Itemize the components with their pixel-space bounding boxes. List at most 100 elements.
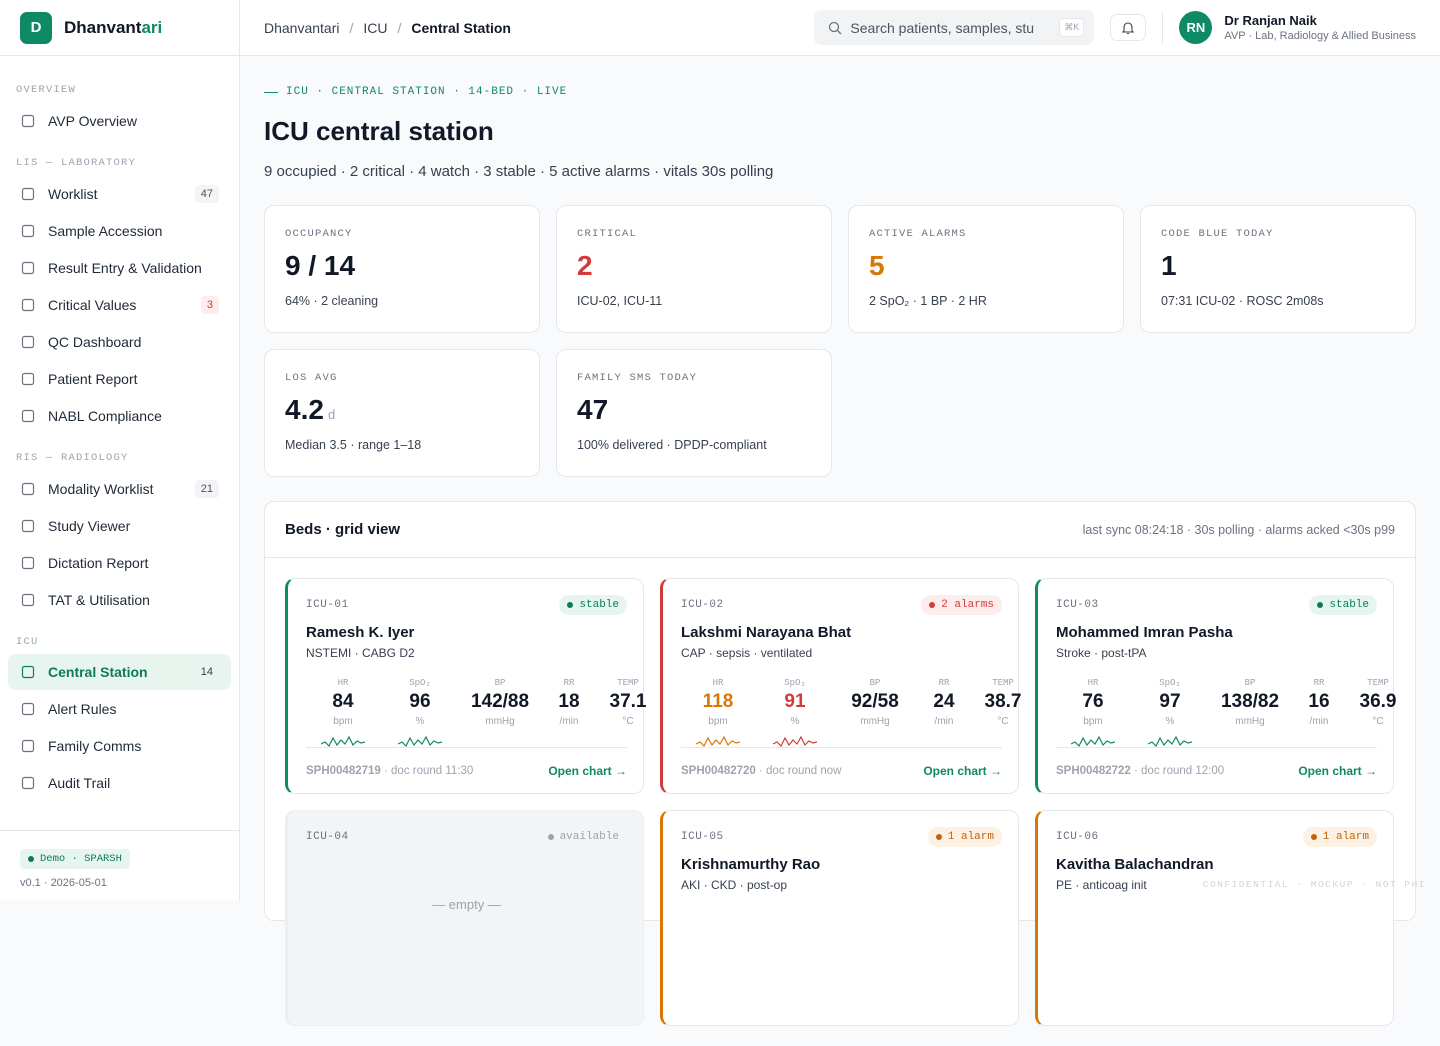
vital-label: HR: [306, 678, 380, 688]
status-text: available: [560, 831, 619, 843]
nav-item[interactable]: Family Comms: [8, 727, 231, 764]
nav-item[interactable]: Audit Trail: [8, 764, 231, 801]
breadcrumb-separator: /: [350, 20, 354, 36]
nav-item[interactable]: Patient Report: [8, 360, 231, 397]
nav-item[interactable]: QC Dashboard: [8, 323, 231, 360]
nav-section-title: ICU: [8, 618, 231, 654]
logo-mark: D: [20, 12, 52, 44]
nav-item[interactable]: TAT & Utilisation: [8, 581, 231, 618]
nav-icon: [20, 518, 36, 534]
breadcrumb-item[interactable]: Central Station: [411, 20, 511, 36]
nav-label: NABL Compliance: [48, 408, 219, 424]
logo[interactable]: D Dhanvantari: [0, 0, 239, 56]
diagnosis: AKI · CKD · post-op: [681, 878, 1002, 892]
vital-value: 36.9: [1348, 691, 1408, 713]
nav-item[interactable]: Result Entry & Validation: [8, 249, 231, 286]
bed-id: ICU-05: [681, 831, 724, 843]
nav-icon: [20, 297, 36, 313]
vital-unit: /min: [540, 716, 598, 727]
nav-badge: 47: [195, 185, 219, 203]
vital-value: 97: [1130, 691, 1210, 713]
doc-round: · doc round 11:30: [384, 765, 473, 777]
nav-item[interactable]: Sample Accession: [8, 212, 231, 249]
search-placeholder: Search patients, samples, stu: [850, 20, 1051, 36]
nav-item[interactable]: Alert Rules: [8, 690, 231, 727]
nav-item[interactable]: Dictation Report: [8, 544, 231, 581]
status-dot: [567, 602, 573, 608]
avatar[interactable]: RN: [1179, 11, 1212, 44]
eyebrow: ICU · CENTRAL STATION · 14-BED · LIVE: [264, 86, 1416, 98]
search[interactable]: Search patients, samples, stu ⌘K: [814, 10, 1094, 45]
vital-unit: %: [1130, 716, 1210, 727]
nav-icon: [20, 775, 36, 791]
user: Dr Ranjan Naik AVP · Lab, Radiology & Al…: [1224, 13, 1416, 42]
nav-badge: 3: [201, 296, 219, 314]
vital-label: BP: [1210, 678, 1290, 688]
nav-item[interactable]: Study Viewer: [8, 507, 231, 544]
diagnosis: Stroke · post-tPA: [1056, 646, 1377, 660]
nav-item[interactable]: NABL Compliance: [8, 397, 231, 434]
page-subtitle: 9 occupied · 2 critical · 4 watch · 3 st…: [264, 163, 1416, 180]
open-chart-link[interactable]: Open chart →: [548, 764, 627, 778]
kpi-value: 1: [1161, 250, 1395, 284]
patient-name: Mohammed Imran Pasha: [1056, 624, 1377, 641]
bed-card-header: ICU-04 available: [306, 827, 627, 847]
vital-value: 92/58: [835, 691, 915, 713]
divider: [1162, 12, 1163, 44]
nav-badge: 14: [195, 663, 219, 681]
search-icon: [828, 21, 842, 35]
kpi-number: 4.2: [285, 394, 324, 425]
doc-round: · doc round 12:00: [1134, 765, 1224, 777]
nav-label: Modality Worklist: [48, 481, 183, 497]
vital-unit: %: [380, 716, 460, 727]
nav-item[interactable]: AVP Overview: [8, 102, 231, 139]
open-chart-link[interactable]: Open chart →: [923, 764, 1002, 778]
nav-label: Alert Rules: [48, 701, 219, 717]
sparkline-path: [321, 737, 365, 746]
vital-label: HR: [681, 678, 755, 688]
open-chart-link[interactable]: Open chart →: [1298, 764, 1377, 778]
patient-name: Krishnamurthy Rao: [681, 856, 1002, 873]
vital-unit: °C: [598, 716, 658, 727]
icon-shape: [23, 410, 34, 421]
breadcrumb-item[interactable]: ICU: [363, 20, 387, 36]
kpi-value: 47: [577, 394, 811, 428]
status-text: 1 alarm: [948, 831, 994, 843]
icon-shape: [23, 740, 34, 751]
notifications[interactable]: [1110, 14, 1146, 41]
bed-id: ICU-04: [306, 831, 349, 843]
breadcrumb-item[interactable]: Dhanvantari: [264, 20, 340, 36]
kpi-label: CODE BLUE TODAY: [1161, 228, 1395, 240]
bed-card[interactable]: ICU-05 1 alarm Krishnamurthy Rao AKI · CKD …: [660, 810, 1019, 1026]
nav-icon: [20, 334, 36, 350]
vital-value: 118: [681, 691, 755, 713]
nav-icon: [20, 223, 36, 239]
page: ICU central station {"sidebar":{"logo_le…: [0, 0, 1440, 900]
bed-id: ICU-01: [306, 599, 349, 611]
icon-shape: [23, 520, 34, 531]
bed-id: ICU-06: [1056, 831, 1099, 843]
vital-unit: %: [755, 716, 835, 727]
status-text: 2 alarms: [941, 599, 994, 611]
bed-id: ICU-03: [1056, 599, 1099, 611]
patient-name: Kavitha Balachandran: [1056, 856, 1377, 873]
